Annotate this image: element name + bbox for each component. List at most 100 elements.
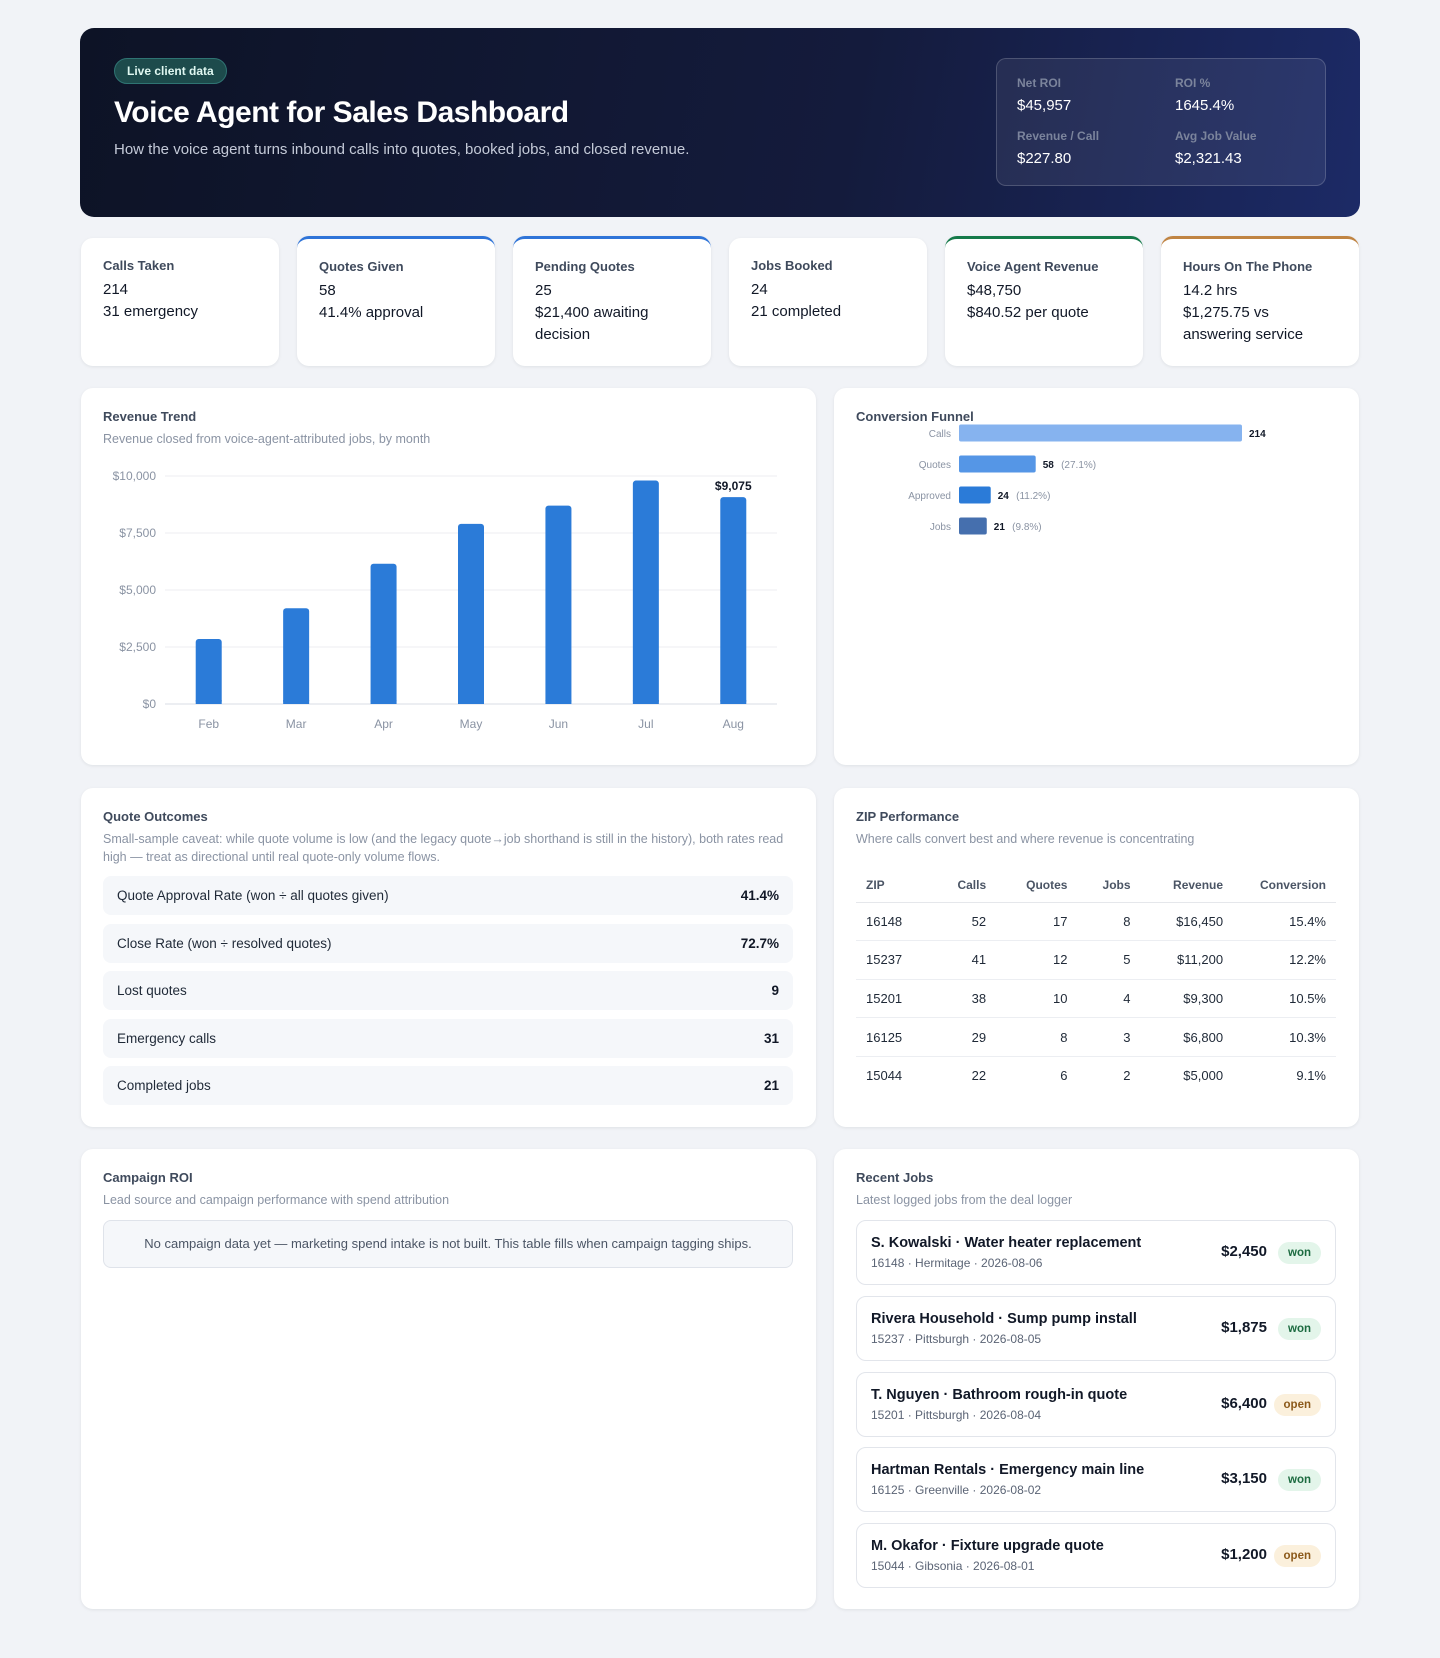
outcome-label: Lost quotes bbox=[117, 983, 187, 998]
outcome-value: 72.7% bbox=[740, 936, 779, 951]
column-header: Conversion bbox=[1223, 868, 1336, 903]
card-subtitle: Small-sample caveat: while quote volume … bbox=[103, 832, 784, 865]
job-amount: $6,400 bbox=[1221, 1395, 1267, 1412]
card-subtitle: Lead source and campaign performance wit… bbox=[103, 1193, 450, 1207]
revenue-bar-base bbox=[195, 700, 222, 704]
job-amount: $3,150 bbox=[1221, 1470, 1267, 1487]
roi-summary: Net ROI $45,957 ROI % 1645.4% Revenue / … bbox=[996, 58, 1326, 186]
outcome-label: Quote Approval Rate (won ÷ all quotes gi… bbox=[117, 888, 389, 903]
revenue-bar bbox=[370, 563, 397, 704]
funnel-stage-label: Calls bbox=[929, 429, 951, 440]
table-cell: 12 bbox=[986, 940, 1068, 980]
table-cell: 3 bbox=[1067, 1017, 1131, 1057]
funnel-percent-label: (11.2%) bbox=[1016, 491, 1050, 502]
kpi-detail: $1,275.75 vs bbox=[1183, 303, 1269, 321]
roi-revenue-per-call: Revenue / Call $227.80 bbox=[1017, 129, 1167, 167]
job-meta: 15237 · Pittsburgh · 2026-08-05 bbox=[871, 1332, 1042, 1346]
funnel-stage-label: Jobs bbox=[930, 522, 951, 533]
empty-state-message: No campaign data yet — marketing spend i… bbox=[103, 1220, 793, 1268]
x-tick-label: Feb bbox=[198, 717, 219, 731]
kpi-title: Pending Quotes bbox=[535, 259, 635, 274]
table-cell: 41 bbox=[927, 940, 987, 980]
kpi-detail: answering service bbox=[1183, 325, 1304, 343]
recent-jobs-card: Recent Jobs Latest logged jobs from the … bbox=[834, 1149, 1359, 1609]
funnel-bar bbox=[959, 517, 987, 535]
zip-table: ZIP Calls Quotes Jobs Revenue Conversion… bbox=[856, 868, 1336, 1095]
roi-percent: ROI % 1645.4% bbox=[1175, 76, 1325, 114]
column-header: Jobs bbox=[1067, 868, 1131, 903]
table-cell: 8 bbox=[986, 1017, 1068, 1057]
revenue-bar-base bbox=[545, 700, 572, 704]
table-cell: 10.5% bbox=[1223, 979, 1336, 1019]
roi-value: $227.80 bbox=[1017, 150, 1072, 167]
card-title: Quote Outcomes bbox=[103, 809, 208, 824]
table-cell: 15201 bbox=[856, 979, 928, 1019]
y-tick-label: $5,000 bbox=[119, 583, 156, 597]
table-cell: $5,000 bbox=[1183, 1068, 1224, 1084]
column-header: ZIP bbox=[856, 868, 928, 903]
x-tick-label: Jul bbox=[638, 717, 653, 731]
page-subtitle: How the voice agent turns inbound calls … bbox=[114, 141, 690, 158]
kpi-value: 25 bbox=[535, 282, 552, 299]
job-title: M. Okafor · Fixture upgrade quote bbox=[871, 1538, 1104, 1554]
kpi-title: Calls Taken bbox=[103, 258, 175, 273]
kpi-hours-on-phone: Hours On The Phone 14.2 hrs $1,275.75 vs… bbox=[1161, 236, 1359, 366]
outcome-row: Completed jobs 21 bbox=[103, 1066, 793, 1105]
kpi-calls-taken: Calls Taken 214 31 emergency bbox=[81, 238, 279, 366]
table-cell: 52 bbox=[927, 902, 987, 942]
status-badge: open bbox=[1273, 1394, 1321, 1416]
campaign-roi-card: Campaign ROI Lead source and campaign pe… bbox=[81, 1149, 816, 1609]
funnel-percent-label: (9.8%) bbox=[1012, 522, 1041, 533]
card-title: Conversion Funnel bbox=[856, 409, 974, 424]
job-item[interactable]: Rivera Household · Sump pump install 1523… bbox=[856, 1296, 1336, 1361]
kpi-detail: $21,400 awaiting bbox=[535, 303, 649, 321]
column-header: Calls bbox=[927, 868, 987, 903]
job-meta: 16148 · Hermitage · 2026-08-06 bbox=[871, 1256, 1043, 1270]
job-item[interactable]: Hartman Rentals · Emergency main line 161… bbox=[856, 1447, 1336, 1512]
revenue-bar-base bbox=[458, 700, 484, 704]
x-tick-label: Apr bbox=[374, 717, 393, 731]
column-header: Revenue bbox=[1130, 868, 1224, 903]
outcome-label: Emergency calls bbox=[117, 1031, 217, 1046]
kpi-value: 24 bbox=[751, 281, 768, 298]
kpi-detail: 31 emergency bbox=[103, 302, 199, 320]
outcome-label: Completed jobs bbox=[117, 1078, 211, 1093]
table-cell: 15044 bbox=[866, 1068, 903, 1084]
table-cell: $16,450 bbox=[1130, 902, 1224, 942]
funnel-stage-label: Approved bbox=[908, 491, 951, 502]
roi-net: Net ROI $45,957 bbox=[1017, 76, 1167, 114]
outcome-row: Close Rate (won ÷ resolved quotes) 72.7% bbox=[103, 924, 793, 963]
roi-value: $45,957 bbox=[1017, 97, 1072, 114]
funnel-stage-label: Quotes bbox=[919, 460, 951, 471]
funnel-value-label: 58 bbox=[1043, 460, 1055, 471]
kpi-value: 214 bbox=[103, 281, 129, 298]
table-row: 15237 41 12 5 $11,200 12.2% bbox=[856, 940, 1336, 980]
job-item[interactable]: T. Nguyen · Bathroom rough-in quote 15201… bbox=[856, 1372, 1336, 1437]
job-title: Hartman Rentals · Emergency main line bbox=[871, 1462, 1145, 1478]
kpi-detail: $840.52 per quote bbox=[967, 303, 1089, 321]
table-cell: 4 bbox=[1067, 979, 1131, 1019]
table-cell: 8 bbox=[1067, 902, 1131, 942]
table-row: 16125 29 8 3 $6,800 10.3% bbox=[856, 1017, 1336, 1057]
kpi-value: $48,750 bbox=[967, 282, 1022, 299]
x-tick-label: May bbox=[460, 717, 483, 731]
y-tick-label: $2,500 bbox=[119, 640, 156, 654]
conversion-funnel-chart: Calls 214 Quotes 58 (27.1%) Approved 24 (11.2%)… bbox=[908, 424, 1266, 535]
kpi-jobs-booked: Jobs Booked 24 21 completed bbox=[729, 238, 927, 366]
zip-performance-card: ZIP Performance Where calls convert best… bbox=[834, 788, 1359, 1127]
table-cell: $11,200 bbox=[1130, 940, 1224, 980]
job-item[interactable]: M. Okafor · Fixture upgrade quote 15044 ·… bbox=[856, 1523, 1336, 1588]
revenue-bar bbox=[195, 639, 222, 704]
table-cell: 2 bbox=[1123, 1068, 1131, 1084]
kpi-title: Quotes Given bbox=[319, 259, 404, 274]
outcome-label: Close Rate (won ÷ resolved quotes) bbox=[117, 936, 332, 951]
funnel-value-label: 21 bbox=[994, 522, 1006, 533]
table-cell: $9,300 bbox=[1130, 979, 1224, 1019]
revenue-bar-base bbox=[283, 700, 310, 704]
job-item[interactable]: S. Kowalski · Water heater replacement 16… bbox=[856, 1220, 1336, 1285]
table-cell: 38 bbox=[927, 979, 987, 1019]
card-subtitle: Where calls convert best and where reven… bbox=[856, 832, 1195, 846]
live-data-badge: Live client data bbox=[114, 58, 227, 84]
x-tick-label: Mar bbox=[286, 717, 307, 731]
outcome-row: Quote Approval Rate (won ÷ all quotes gi… bbox=[103, 876, 793, 915]
